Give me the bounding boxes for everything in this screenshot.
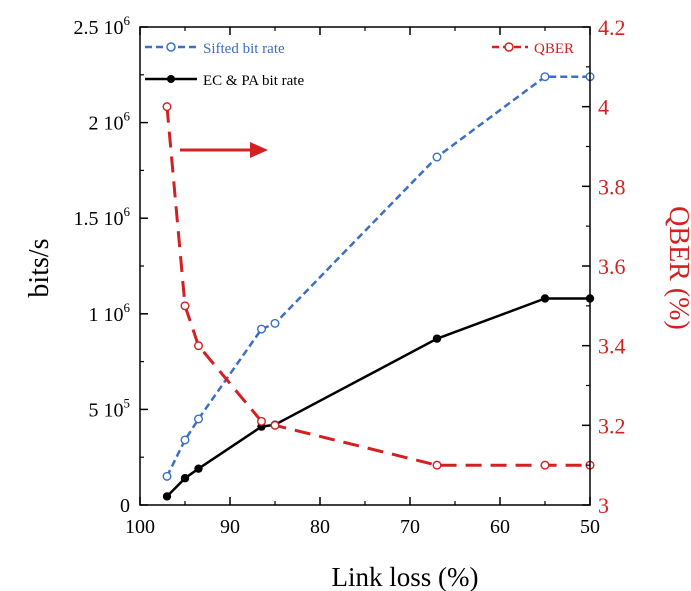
data-point-sifted	[193, 414, 203, 424]
data-point-qber	[540, 460, 550, 470]
legend: Sifted bit rate EC & PA bit rate QBER	[145, 41, 574, 89]
y-tick-label: 1 106	[89, 300, 131, 326]
y-tick-label: 5 105	[89, 395, 131, 421]
data-point-ecpa	[194, 464, 203, 473]
x-tick-label: 90	[220, 516, 240, 538]
series-line-sifted	[165, 75, 590, 477]
data-point-qber	[432, 460, 442, 470]
data-point-qber	[270, 420, 280, 430]
legend-marker-sifted	[166, 42, 176, 52]
data-point-sifted	[432, 152, 442, 162]
plot-marks	[162, 72, 595, 501]
series-line-ecpa	[166, 297, 590, 498]
legend-marker-ecpa	[167, 75, 175, 83]
y2-tick-label: 4	[598, 95, 609, 120]
axis-ticks: 100 90 80 70 60 50 0 5 105 1 106 1.5 106 2 106 2.5 …	[74, 13, 626, 538]
x-tick-label: 50	[580, 516, 600, 538]
y-tick-label: 2.5 106	[74, 13, 131, 39]
arrow-head	[250, 142, 268, 158]
y-tick-label: 0	[120, 495, 130, 517]
data-point-sifted	[180, 435, 190, 445]
data-point-ecpa	[432, 334, 442, 343]
x-tick-label: 80	[310, 516, 330, 538]
y2-tick-label: 3.2	[598, 413, 626, 438]
data-point-qber	[193, 341, 203, 351]
y2-tick-label: 4.2	[598, 15, 626, 40]
legend-entry-ecpa: EC & PA bit rate	[145, 73, 304, 89]
legend-label-qber: QBER	[534, 41, 574, 57]
data-point-qber	[180, 301, 190, 311]
annotation-arrow	[180, 142, 268, 158]
x-tick-label: 60	[490, 516, 510, 538]
plot-frame	[139, 26, 591, 506]
data-point-sifted	[270, 318, 280, 328]
y2-tick-label: 3	[598, 493, 609, 518]
y-tick-label: 1.5 106	[74, 204, 131, 230]
y2-axis-label: QBER (%)	[663, 206, 691, 330]
legend-label-sifted: Sifted bit rate	[203, 41, 285, 57]
legend-entry-qber: QBER	[492, 41, 574, 57]
data-point-ecpa	[162, 492, 172, 501]
y-tick-label: 2 106	[89, 109, 131, 135]
data-point-sifted	[162, 471, 172, 481]
data-point-qber	[162, 102, 172, 112]
legend-entry-sifted: Sifted bit rate	[145, 41, 285, 57]
y2-tick-label: 3.6	[598, 254, 626, 279]
x-tick-label: 70	[400, 516, 420, 538]
legend-label-ecpa: EC & PA bit rate	[203, 73, 304, 89]
y2-tick-label: 3.4	[598, 334, 626, 359]
series-line-qber	[165, 106, 590, 467]
data-point-sifted	[257, 324, 267, 334]
data-point-ecpa	[180, 474, 190, 483]
data-point-sifted	[540, 72, 550, 82]
data-point-ecpa	[540, 294, 550, 303]
x-tick-label: 100	[125, 516, 155, 538]
y2-tick-label: 3.8	[598, 174, 626, 199]
plot-border	[139, 26, 591, 506]
x-axis-label: Link loss (%)	[332, 562, 479, 591]
legend-marker-qber	[504, 42, 514, 52]
data-point-qber	[257, 416, 267, 426]
y-axis-label: bits/s	[24, 238, 55, 297]
